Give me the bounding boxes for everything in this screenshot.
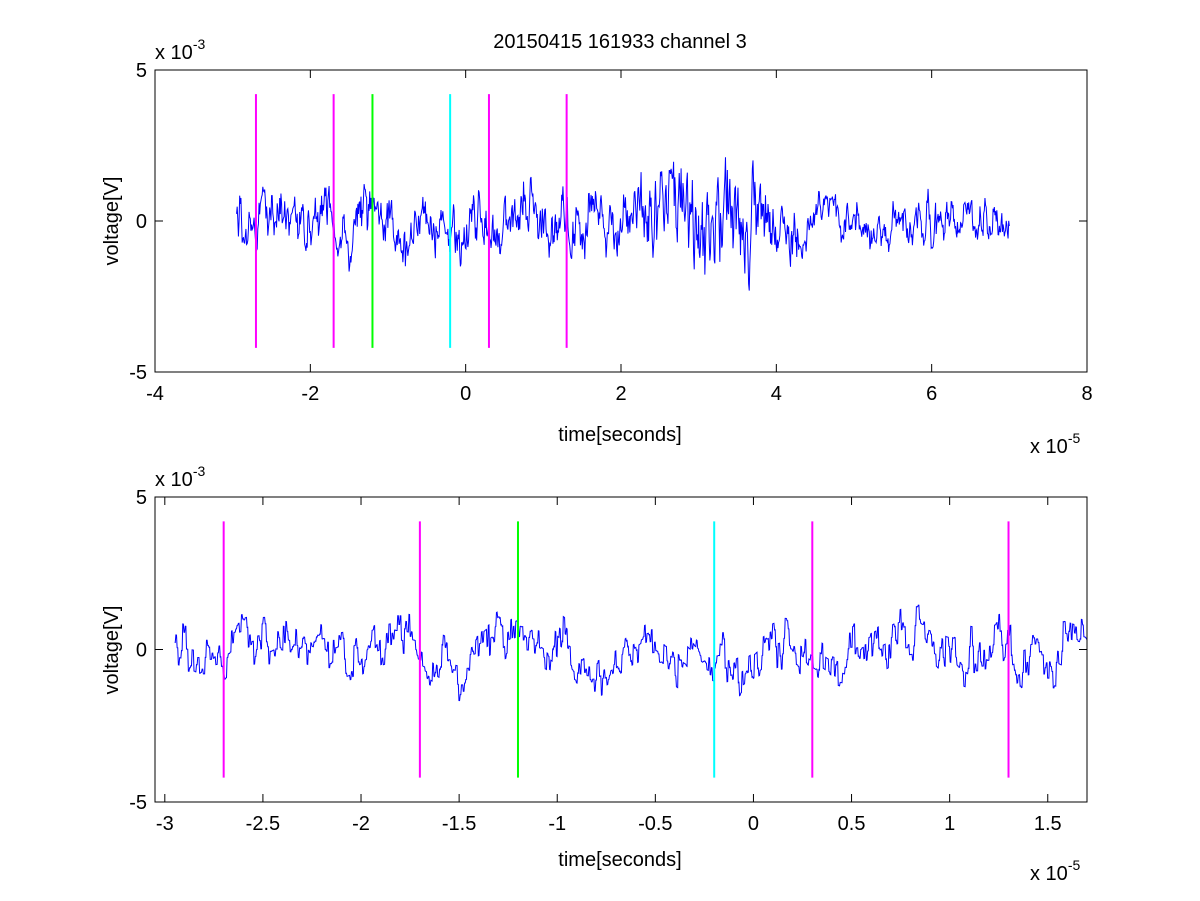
bottom-x-exponent: -5 [1068,857,1081,873]
bottom-y-exponent: -3 [193,463,206,479]
top-x-tick-label: 8 [1081,383,1092,405]
bottom-x-tick-label: -1 [548,813,566,835]
top-y-tick-label: 0 [136,211,147,233]
top-x-tick-label: 4 [771,383,782,405]
bottom-subplot: -3 -2.5 -2 -1.5 -1 -0.5 0 0.5 1 1.5 -5 0 5 time[seco… [101,463,1087,885]
top-x-tick-label: 0 [460,383,471,405]
top-y-multiplier: x 10-3 [155,36,205,64]
figure-title: 20150415 161933 channel 3 [493,31,747,53]
bottom-x-tick-label: -0.5 [638,813,672,835]
top-x-tick-label: 6 [926,383,937,405]
top-x-axis-label: time[seconds] [558,424,681,446]
bottom-x-multiplier: x 10-5 [1030,857,1080,885]
top-x-tick-label: 2 [615,383,626,405]
top-x-exponent: -5 [1068,430,1081,446]
bottom-x-tick-label: 0.5 [838,813,866,835]
bottom-y-tick-label: 0 [136,640,147,662]
top-subplot: -4 -2 0 2 4 6 8 -5 0 5 time[seconds] voltage[V] x… [101,36,1093,458]
top-y-tick-label: 5 [136,60,147,82]
top-y-axis-label: voltage[V] [101,177,123,266]
bottom-plot-area [155,497,1087,802]
bottom-x-axis-label: time[seconds] [558,849,681,871]
bottom-y-multiplier: x 10-3 [155,463,205,491]
top-x-tick-label: -2 [301,383,319,405]
bottom-x-tick-label: -1.5 [442,813,476,835]
bottom-y-tick-label: 5 [136,487,147,509]
bottom-x-tick-label: -2.5 [246,813,280,835]
top-y-tick-label: -5 [129,362,147,384]
bottom-x-tick-label: 1.5 [1034,813,1062,835]
top-y-exponent: -3 [193,36,206,52]
top-x-tick-label: -4 [146,383,164,405]
bottom-y-axis-label: voltage[V] [101,606,123,695]
bottom-x-tick-label: -3 [156,813,174,835]
top-x-multiplier: x 10-5 [1030,430,1080,458]
bottom-x-tick-label: -2 [352,813,370,835]
bottom-x-tick-label: 1 [944,813,955,835]
bottom-y-tick-label: -5 [129,792,147,814]
bottom-x-tick-label: 0 [748,813,759,835]
